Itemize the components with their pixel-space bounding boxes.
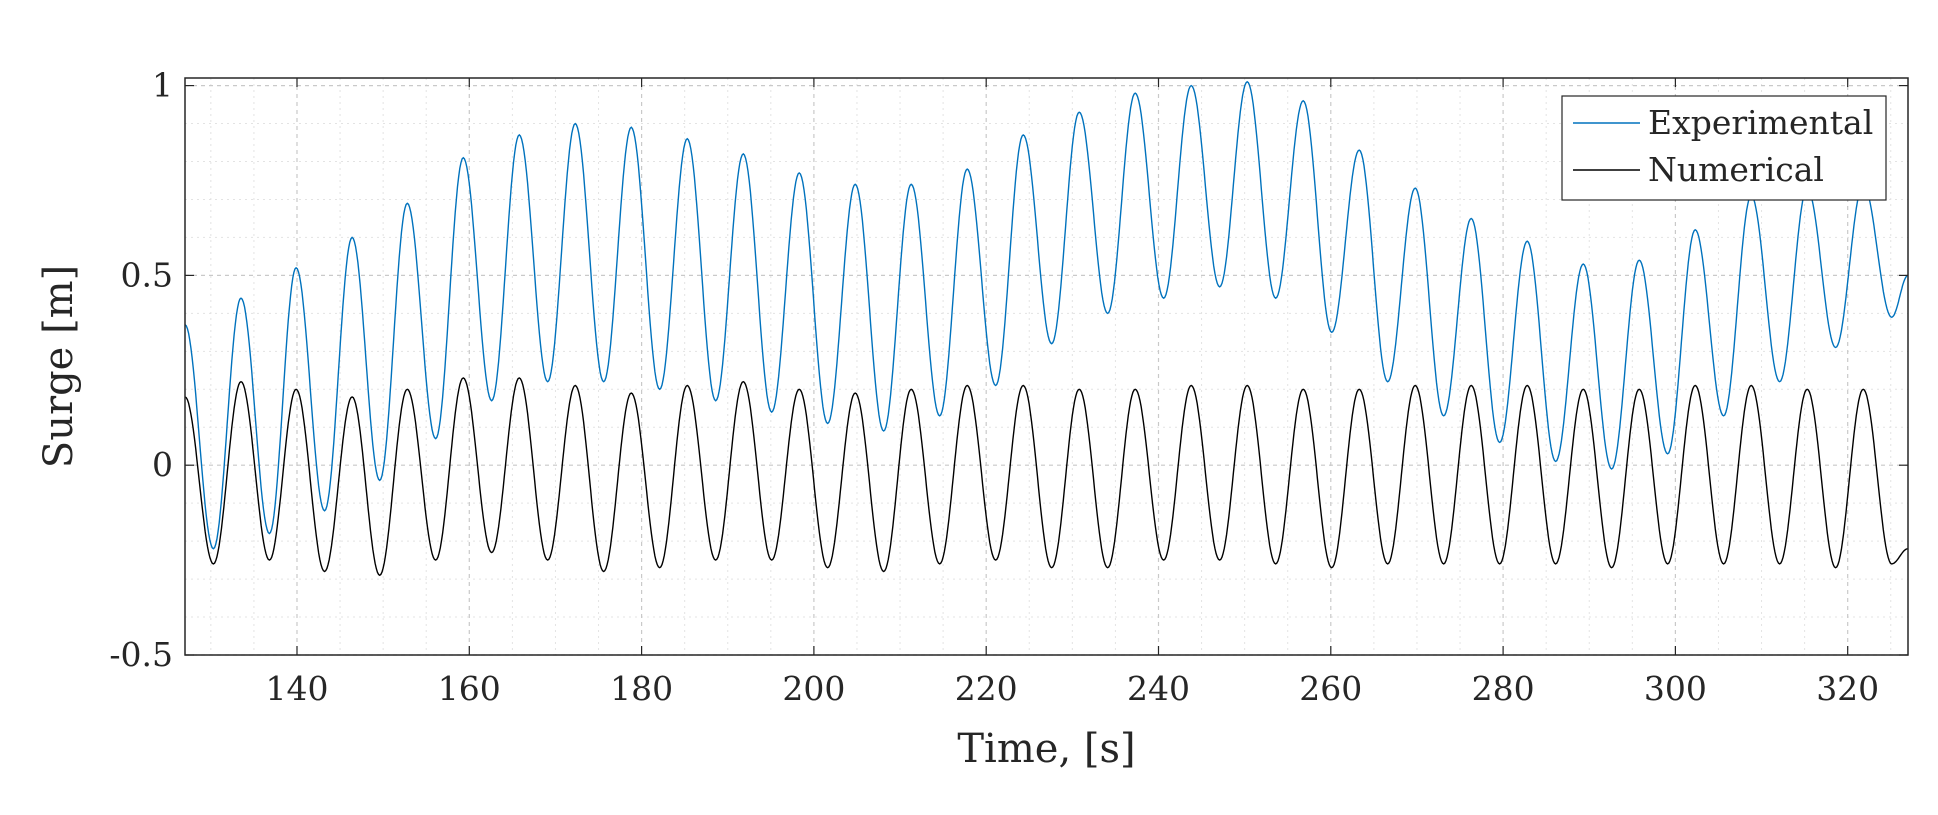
x-tick-label: 140 bbox=[265, 669, 328, 708]
x-tick-label: 160 bbox=[438, 669, 501, 708]
legend-label-numerical: Numerical bbox=[1648, 150, 1824, 189]
series-line-experimental bbox=[184, 80, 1909, 550]
legend: Experimental Numerical bbox=[1561, 95, 1887, 201]
legend-box bbox=[1561, 95, 1887, 201]
x-tick-label: 300 bbox=[1644, 669, 1707, 708]
y-tick-label: -0.5 bbox=[109, 635, 173, 674]
x-tick-label: 200 bbox=[782, 669, 845, 708]
axis-ticks: 140 160 180 200 220 240 260 280 300 320 -0.5 0 0.5 1 bbox=[109, 66, 1908, 708]
x-tick-label: 240 bbox=[1127, 669, 1190, 708]
x-tick-label: 320 bbox=[1816, 669, 1879, 708]
y-tick-label: 0 bbox=[152, 445, 173, 484]
y-tick-label: 1 bbox=[152, 66, 173, 105]
series-line-numerical bbox=[184, 377, 1909, 577]
y-tick-label: 0.5 bbox=[121, 255, 173, 294]
plot-frame bbox=[184, 77, 1909, 656]
legend-label-experimental: Experimental bbox=[1648, 103, 1873, 142]
y-axis-label: Surge [m] bbox=[36, 265, 82, 468]
series-layer bbox=[184, 80, 1909, 577]
x-tick-label: 260 bbox=[1299, 669, 1362, 708]
x-tick-label: 220 bbox=[955, 669, 1018, 708]
x-tick-label: 280 bbox=[1472, 669, 1535, 708]
x-axis-label: Time, [s] bbox=[957, 726, 1135, 772]
x-tick-label: 180 bbox=[610, 669, 673, 708]
